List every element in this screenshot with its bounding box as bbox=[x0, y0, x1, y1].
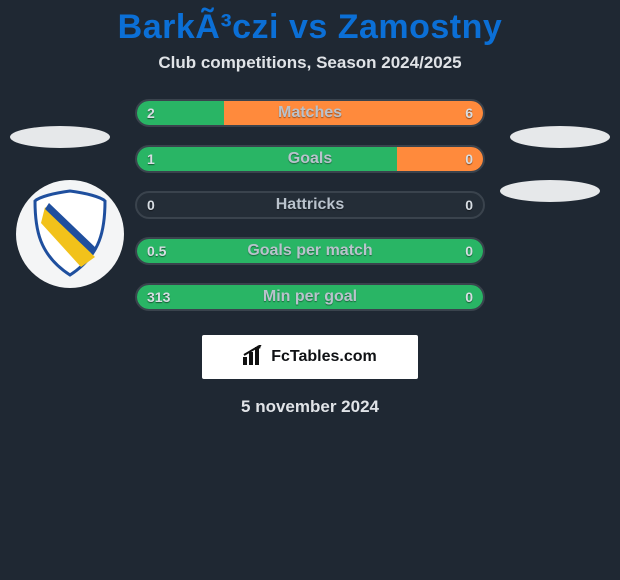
stat-row: 0.5 0 Goals per match bbox=[135, 237, 485, 265]
bar-chart-icon bbox=[243, 345, 265, 370]
stat-bar-right bbox=[397, 147, 484, 171]
avatar-placeholder bbox=[500, 180, 600, 202]
stat-bar-left bbox=[137, 101, 224, 125]
stat-row: 313 0 Min per goal bbox=[135, 283, 485, 311]
page-title: BarkÃ³czi vs Zamostny bbox=[0, 0, 620, 47]
stat-bar-left bbox=[137, 285, 483, 309]
avatar-placeholder bbox=[510, 126, 610, 148]
stat-value-left: 0 bbox=[137, 193, 165, 217]
avatar-placeholder bbox=[10, 126, 110, 148]
stat-value-right: 0 bbox=[455, 193, 483, 217]
stat-bar-left bbox=[137, 239, 483, 263]
stat-label: Hattricks bbox=[137, 193, 483, 217]
stat-row: 0 0 Hattricks bbox=[135, 191, 485, 219]
snapshot-date: 5 november 2024 bbox=[0, 397, 620, 417]
subtitle: Club competitions, Season 2024/2025 bbox=[0, 53, 620, 73]
site-logo: FcTables.com bbox=[202, 335, 418, 379]
stats-comparison: 2 6 Matches 1 0 Goals 0 0 Hattricks 0.5 … bbox=[135, 99, 485, 311]
site-logo-text: FcTables.com bbox=[271, 348, 377, 366]
stat-bar-right bbox=[224, 101, 484, 125]
stat-row: 1 0 Goals bbox=[135, 145, 485, 173]
stat-row: 2 6 Matches bbox=[135, 99, 485, 127]
stat-bar-left bbox=[137, 147, 397, 171]
club-logo bbox=[16, 180, 124, 288]
shield-icon bbox=[31, 189, 109, 279]
